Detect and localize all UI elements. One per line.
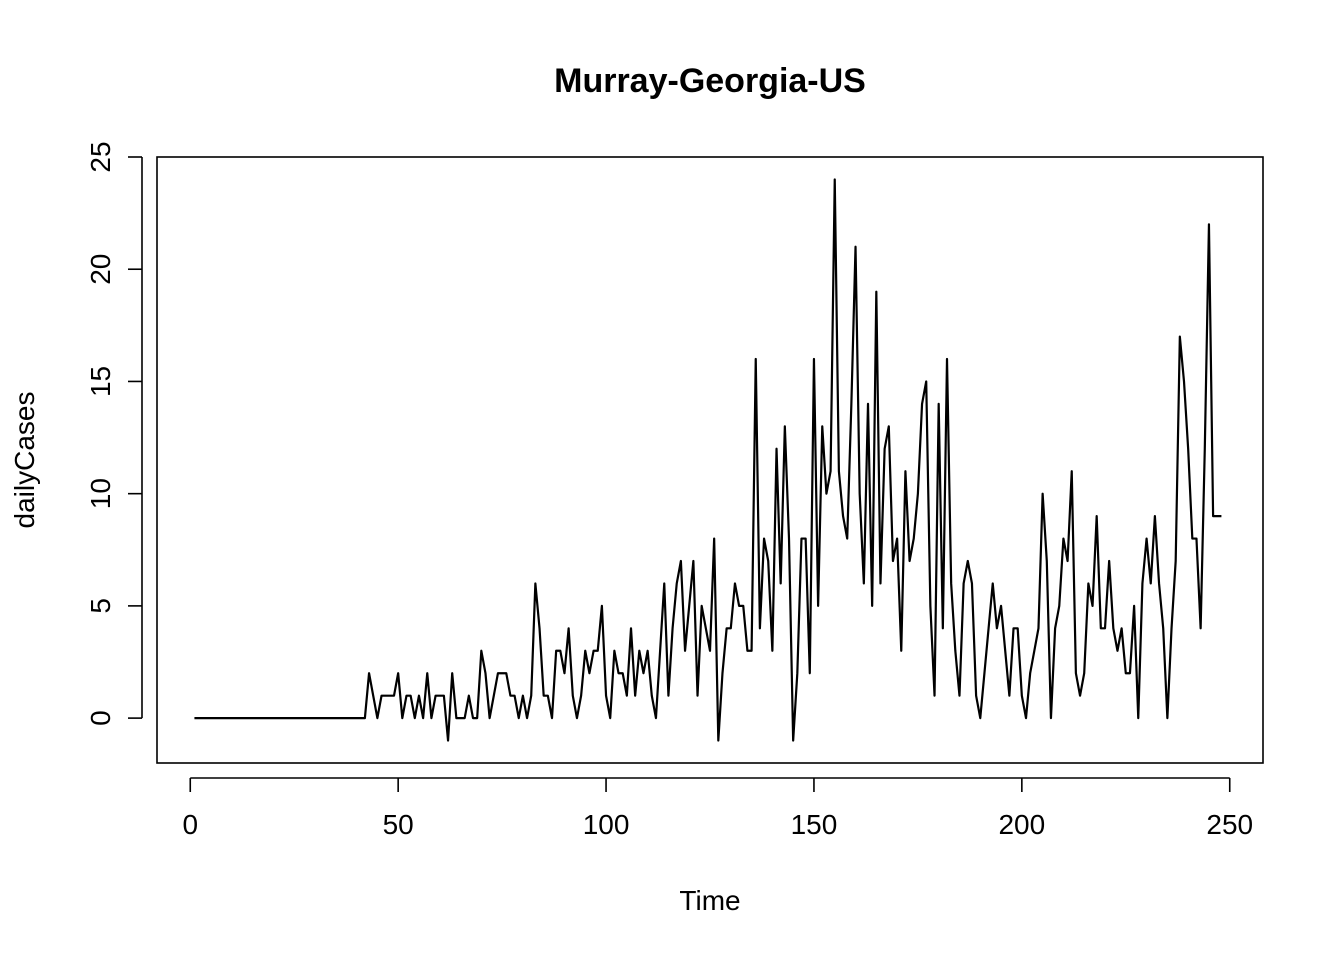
chart-title: Murray-Georgia-US (554, 62, 866, 100)
y-tick-label: 25 (85, 141, 116, 172)
x-axis-label: Time (679, 885, 740, 916)
series-group (194, 178, 1222, 742)
y-axis: 0 5 10 15 20 25 (85, 141, 143, 726)
plot-frame (156, 156, 1264, 764)
x-tick-label: 100 (583, 809, 630, 840)
y-tick-label: 20 (85, 254, 116, 285)
y-tick-label: 0 (85, 710, 116, 726)
x-axis: 0 50 100 150 200 250 (182, 777, 1253, 840)
x-tick-label: 50 (383, 809, 414, 840)
y-tick-label: 15 (85, 366, 116, 397)
x-tick-label: 0 (182, 809, 198, 840)
x-tick-label: 250 (1206, 809, 1253, 840)
y-tick-label: 10 (85, 478, 116, 509)
y-axis-label: dailyCases (9, 392, 40, 529)
series-line (194, 178, 1222, 742)
x-tick-label: 150 (791, 809, 838, 840)
x-tick-label: 200 (998, 809, 1045, 840)
y-tick-label: 5 (85, 598, 116, 614)
